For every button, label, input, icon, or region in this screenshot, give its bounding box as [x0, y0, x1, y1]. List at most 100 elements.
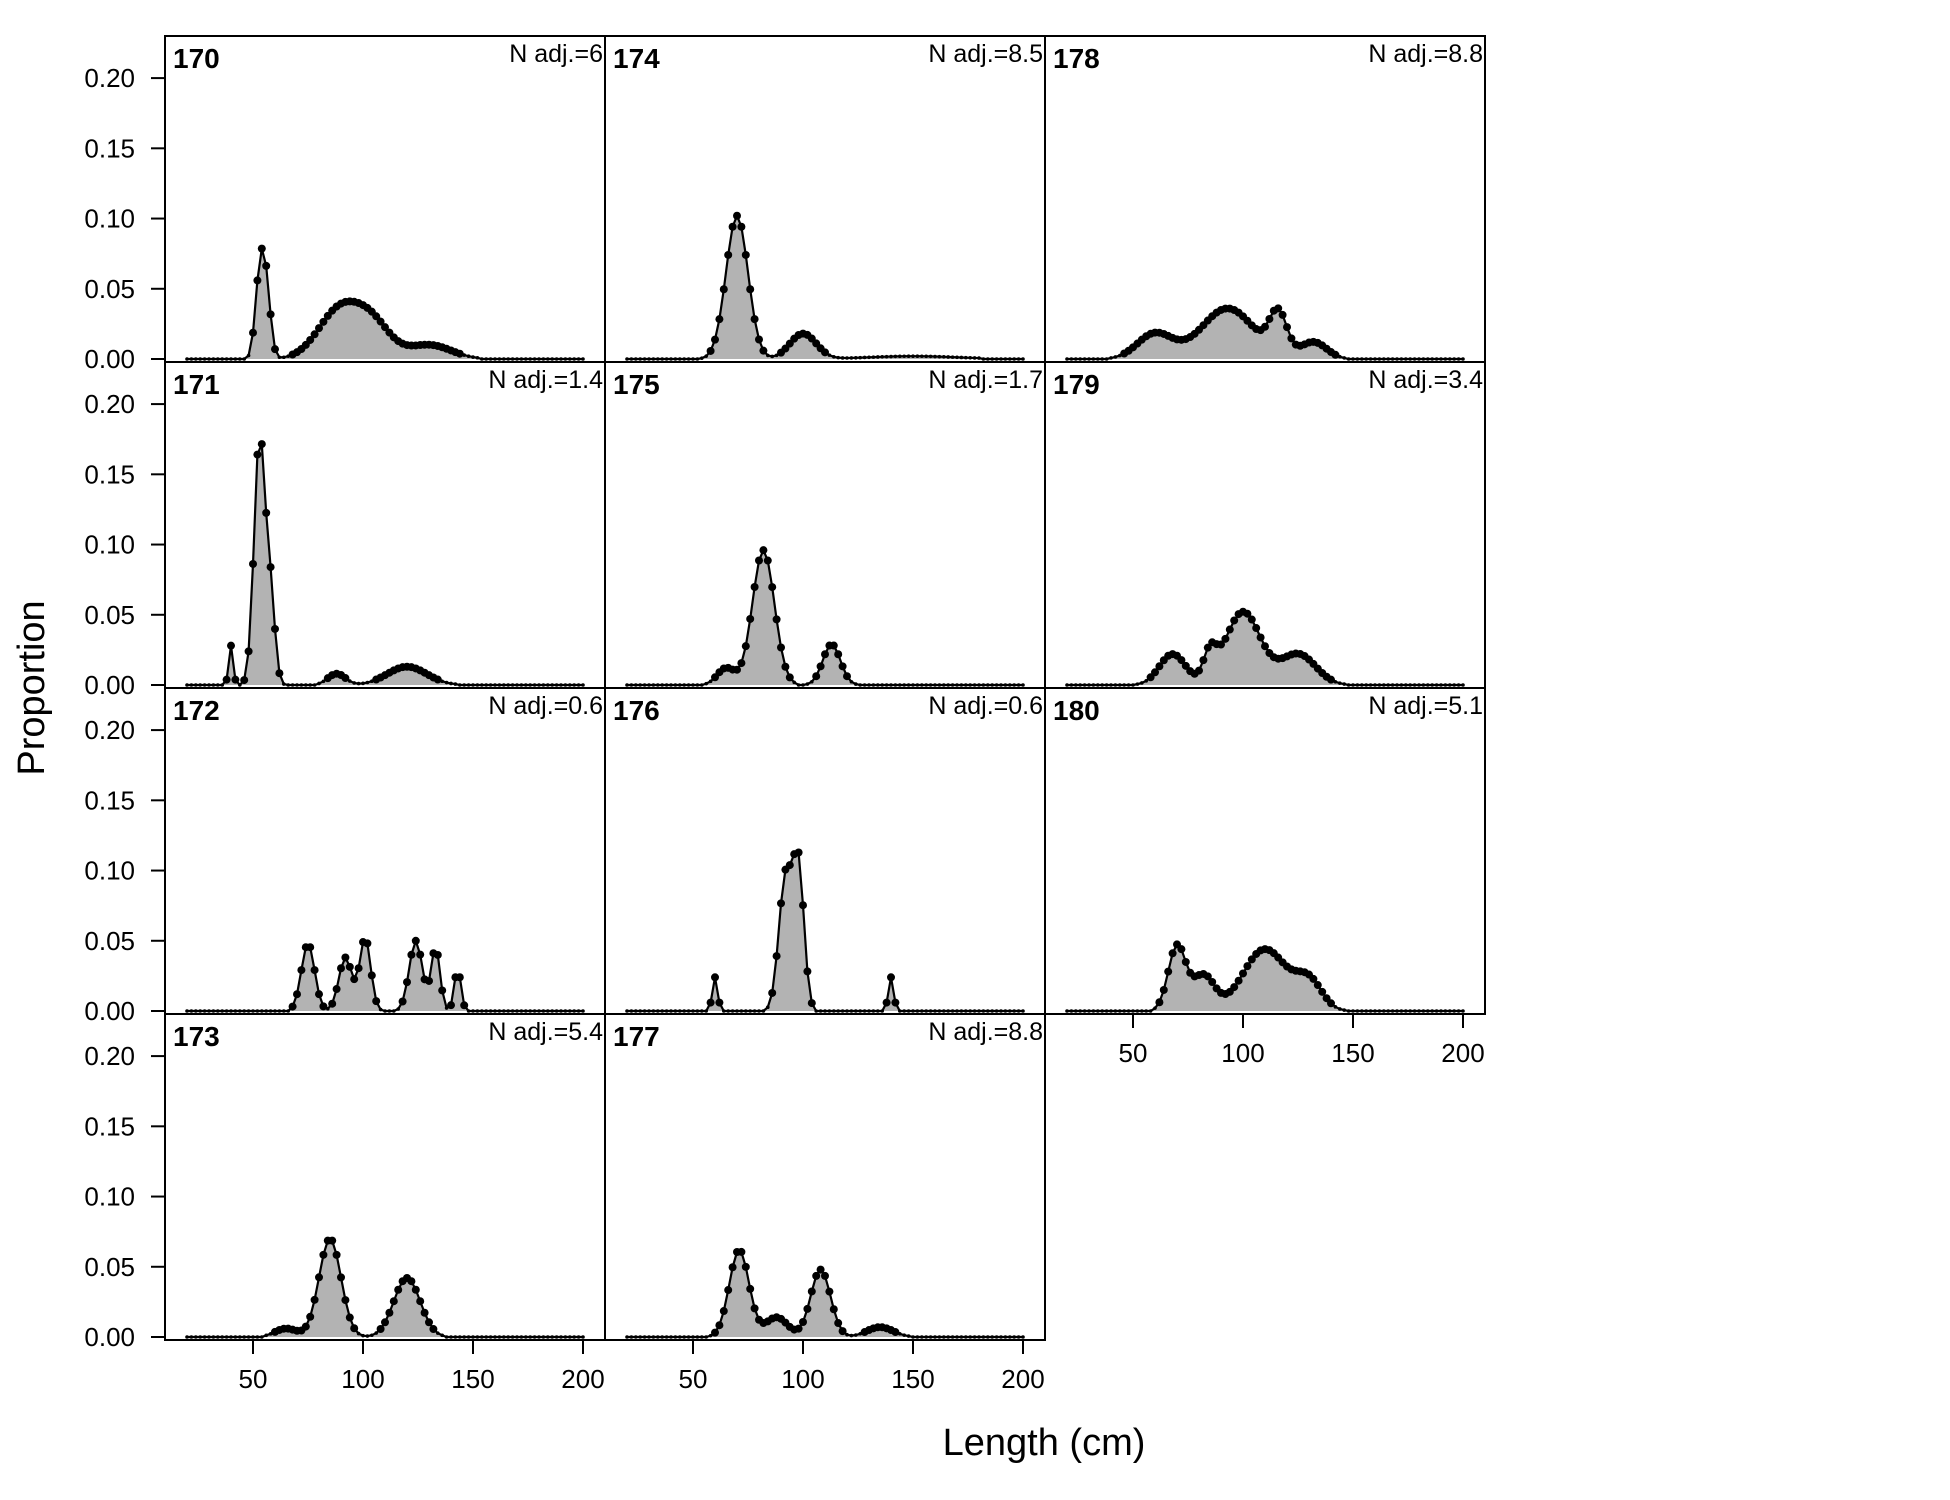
data-point [1069, 1009, 1074, 1013]
data-point [220, 683, 224, 687]
data-point [792, 680, 796, 685]
data-point [541, 1335, 546, 1339]
data-point [480, 357, 484, 361]
data-point [678, 357, 682, 361]
x-tick-label: 50 [239, 1364, 268, 1394]
data-point [1382, 683, 1386, 687]
data-point [497, 1335, 502, 1339]
data-point [572, 683, 576, 687]
data-point [854, 1333, 858, 1337]
data-point [1159, 985, 1168, 994]
data-point [1087, 357, 1091, 361]
data-point [374, 1331, 379, 1335]
x-tick-label: 100 [781, 1364, 824, 1394]
data-point [673, 1009, 678, 1013]
data-point [741, 1262, 750, 1271]
data-point [1443, 683, 1448, 687]
data-point [920, 1009, 924, 1013]
data-point [1417, 683, 1421, 687]
data-point [365, 680, 370, 685]
data-point [906, 1334, 911, 1338]
data-point [532, 1335, 537, 1339]
data-point [814, 1009, 818, 1013]
data-point [719, 1307, 728, 1316]
data-point [656, 1335, 660, 1339]
data-point [1404, 357, 1408, 361]
x-tick-label: 200 [1441, 1038, 1484, 1068]
data-point [1448, 357, 1452, 361]
data-point [257, 440, 266, 449]
data-point [376, 317, 385, 326]
data-point [1003, 1335, 1008, 1339]
data-point [1404, 683, 1408, 687]
y-tick-label: 0.20 [84, 1041, 135, 1071]
data-point [691, 683, 695, 687]
data-point [1327, 999, 1335, 1008]
data-point [887, 973, 895, 982]
data-point [363, 939, 372, 948]
data-point [211, 1335, 216, 1339]
data-point [370, 1333, 374, 1338]
data-point [264, 1009, 269, 1013]
data-point [546, 683, 550, 687]
data-point [950, 683, 955, 687]
data-point [433, 950, 442, 959]
data-point [185, 1009, 189, 1013]
data-point [268, 1009, 273, 1013]
data-point [634, 683, 638, 687]
data-point [220, 1335, 224, 1339]
data-point [455, 973, 464, 982]
data-point [946, 355, 950, 359]
data-point [546, 1335, 550, 1339]
data-point [1395, 357, 1399, 361]
data-point [510, 357, 515, 361]
data-point [515, 357, 519, 361]
panel-frame [1044, 35, 1486, 363]
data-point [1122, 1009, 1126, 1013]
data-point [1225, 625, 1234, 634]
data-point [581, 357, 585, 361]
data-point [867, 355, 871, 360]
data-point [664, 357, 669, 361]
data-point [277, 1009, 282, 1013]
data-point [242, 1009, 246, 1013]
data-point [1021, 683, 1025, 687]
data-point [1074, 1009, 1078, 1013]
data-point [906, 354, 911, 359]
data-point [638, 1009, 642, 1013]
data-point [625, 1335, 629, 1339]
data-point [475, 683, 480, 687]
data-point [1021, 357, 1025, 361]
panel-id-label: 171 [173, 369, 220, 400]
n-adj-label: N adj.=5.4 [488, 1018, 603, 1046]
data-point [906, 1009, 911, 1013]
data-point [768, 583, 777, 592]
data-point [1382, 357, 1386, 361]
data-point [706, 998, 715, 1007]
data-point [246, 1009, 251, 1013]
data-point [403, 978, 411, 987]
data-point [1140, 1009, 1144, 1013]
data-point [625, 1009, 629, 1013]
data-point [999, 683, 1003, 687]
data-point [691, 357, 695, 361]
data-point [455, 349, 464, 358]
data-point [550, 357, 554, 361]
data-point [1016, 1335, 1021, 1339]
data-point [233, 1335, 238, 1339]
data-point [416, 950, 425, 959]
data-point [367, 971, 376, 980]
data-point [1417, 1009, 1421, 1013]
n-adj-label: N adj.=0.6 [928, 692, 1043, 720]
data-point [695, 1335, 700, 1339]
panel-id-label: 175 [613, 369, 660, 400]
data-point [497, 357, 502, 361]
data-point [444, 1335, 449, 1339]
data-point [876, 1009, 880, 1013]
data-point [1461, 683, 1465, 687]
data-point [356, 1331, 361, 1336]
panel-frame [604, 361, 1046, 689]
data-point [550, 683, 554, 687]
y-tick-label: 0.05 [84, 926, 135, 956]
data-point [880, 683, 884, 687]
